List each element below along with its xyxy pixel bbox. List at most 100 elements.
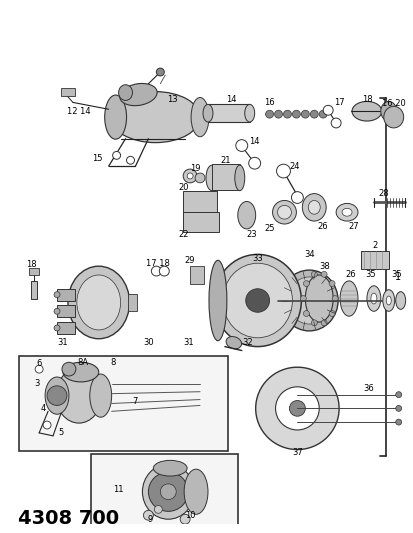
- Circle shape: [160, 484, 176, 499]
- Bar: [19, 357, 227, 450]
- Circle shape: [311, 320, 316, 326]
- Ellipse shape: [77, 275, 120, 330]
- Ellipse shape: [370, 293, 376, 304]
- Text: 36: 36: [363, 384, 373, 393]
- Circle shape: [328, 311, 334, 317]
- Ellipse shape: [308, 200, 320, 214]
- Bar: [190, 266, 204, 284]
- Circle shape: [248, 157, 260, 169]
- Bar: [61, 88, 75, 95]
- Circle shape: [395, 406, 401, 411]
- Ellipse shape: [395, 292, 405, 309]
- Circle shape: [300, 296, 306, 302]
- Text: 18: 18: [361, 95, 371, 104]
- Ellipse shape: [366, 286, 380, 311]
- Ellipse shape: [287, 277, 330, 324]
- Text: 28: 28: [377, 189, 388, 198]
- Ellipse shape: [385, 296, 390, 305]
- Text: 24: 24: [288, 161, 299, 171]
- Text: 3: 3: [34, 379, 40, 389]
- Text: 35: 35: [365, 270, 375, 279]
- Bar: [360, 252, 388, 269]
- Ellipse shape: [214, 254, 301, 346]
- Text: 37: 37: [291, 448, 302, 457]
- Text: 32: 32: [242, 338, 252, 347]
- Circle shape: [331, 296, 337, 302]
- Text: 17: 17: [333, 98, 344, 107]
- Circle shape: [395, 392, 401, 398]
- Text: 10: 10: [185, 511, 195, 520]
- Text: 2: 2: [371, 241, 377, 250]
- Ellipse shape: [142, 464, 194, 519]
- Ellipse shape: [119, 84, 157, 106]
- Text: 18: 18: [26, 260, 36, 269]
- Text: 19: 19: [190, 164, 200, 173]
- Ellipse shape: [56, 368, 102, 423]
- Circle shape: [328, 280, 334, 287]
- Circle shape: [126, 156, 134, 164]
- Ellipse shape: [45, 377, 69, 414]
- Circle shape: [274, 110, 282, 118]
- Circle shape: [320, 271, 326, 277]
- Text: 9: 9: [147, 515, 153, 524]
- Bar: [31, 281, 37, 298]
- Circle shape: [318, 110, 326, 118]
- Circle shape: [180, 514, 190, 524]
- Circle shape: [183, 169, 197, 183]
- Text: 4: 4: [40, 404, 45, 413]
- Ellipse shape: [209, 260, 226, 341]
- Circle shape: [310, 110, 318, 118]
- Circle shape: [187, 173, 192, 179]
- Text: 29: 29: [185, 256, 195, 265]
- Circle shape: [54, 325, 60, 331]
- Circle shape: [54, 309, 60, 314]
- Text: 13: 13: [166, 95, 177, 104]
- Text: 31: 31: [183, 338, 193, 347]
- Circle shape: [323, 106, 332, 115]
- Text: 17 18: 17 18: [146, 259, 170, 268]
- Text: 14: 14: [226, 95, 237, 104]
- Ellipse shape: [225, 336, 241, 349]
- Ellipse shape: [68, 266, 129, 339]
- Bar: [183, 212, 218, 232]
- Ellipse shape: [206, 165, 217, 191]
- Circle shape: [43, 421, 51, 429]
- Bar: [57, 305, 75, 317]
- Circle shape: [395, 419, 401, 425]
- Circle shape: [54, 292, 60, 297]
- Circle shape: [151, 266, 161, 276]
- Text: 26: 26: [345, 270, 356, 279]
- Circle shape: [303, 311, 309, 317]
- Ellipse shape: [63, 362, 98, 382]
- Text: 38: 38: [318, 262, 329, 271]
- Ellipse shape: [339, 281, 357, 316]
- Text: 21: 21: [220, 156, 230, 165]
- Bar: [127, 294, 137, 311]
- Circle shape: [195, 173, 204, 183]
- Text: 25: 25: [263, 224, 274, 233]
- Circle shape: [291, 192, 303, 204]
- Circle shape: [283, 110, 291, 118]
- Ellipse shape: [277, 205, 291, 219]
- Circle shape: [35, 365, 43, 373]
- Bar: [57, 322, 75, 334]
- Text: 8A: 8A: [77, 358, 88, 367]
- Circle shape: [276, 164, 290, 178]
- Text: 35: 35: [390, 270, 401, 279]
- Text: 7: 7: [133, 397, 138, 406]
- Circle shape: [330, 118, 340, 128]
- Ellipse shape: [237, 201, 255, 229]
- Circle shape: [275, 387, 318, 430]
- Ellipse shape: [191, 98, 209, 137]
- Ellipse shape: [104, 95, 126, 139]
- Circle shape: [289, 400, 305, 416]
- Circle shape: [292, 110, 300, 118]
- Text: 27: 27: [348, 222, 358, 231]
- Text: 23: 23: [246, 230, 256, 239]
- Circle shape: [47, 386, 67, 406]
- Ellipse shape: [351, 101, 381, 121]
- Bar: [207, 104, 249, 122]
- Text: 1: 1: [394, 272, 400, 282]
- Circle shape: [311, 271, 316, 277]
- Circle shape: [154, 505, 162, 513]
